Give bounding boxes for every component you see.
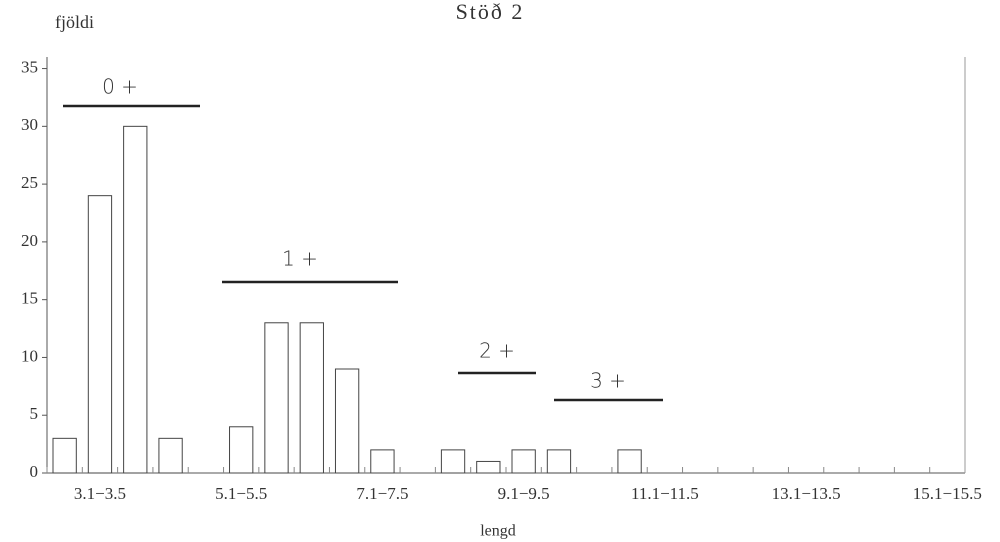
bar (158, 437, 183, 474)
y-tick-label: 35 (21, 57, 38, 76)
x-tick-label: 13.1−13.5 (772, 484, 841, 503)
bar (87, 195, 113, 474)
bar (334, 368, 360, 474)
y-tick-label: 20 (21, 231, 38, 250)
x-tick-label: 7.1−7.5 (356, 484, 408, 503)
y-tick-label: 0 (30, 462, 39, 481)
bar (370, 449, 395, 474)
bar (123, 125, 148, 474)
x-tick-label: 3.1−3.5 (74, 484, 126, 503)
bar (476, 460, 501, 474)
y-tick-label: 5 (30, 404, 39, 423)
annotation: 0 + (102, 75, 138, 99)
x-tick-label: 15.1−15.5 (913, 484, 982, 503)
y-tick-label: 30 (21, 115, 38, 134)
bar (546, 449, 572, 474)
y-tick-label: 10 (21, 346, 38, 365)
x-tick-label: 9.1−9.5 (498, 484, 550, 503)
annotation: 1 + (282, 247, 318, 271)
bar (299, 322, 324, 474)
bar (511, 449, 536, 474)
x-axis-label: lengd (480, 523, 516, 540)
annotation: 3 + (590, 369, 626, 393)
bar (52, 437, 77, 474)
bar (440, 449, 466, 474)
y-tick-label: 15 (21, 289, 38, 308)
y-tick-label: 25 (21, 173, 38, 192)
bar (617, 449, 642, 474)
x-tick-label: 11.1−11.5 (631, 484, 699, 503)
chart-title: Stöð 2 (456, 0, 525, 24)
bar (264, 322, 289, 474)
x-tick-label: 5.1−5.5 (215, 484, 267, 503)
annotation: 2 + (479, 339, 515, 363)
bar (229, 426, 254, 474)
y-axis-label: fjöldi (55, 12, 94, 32)
